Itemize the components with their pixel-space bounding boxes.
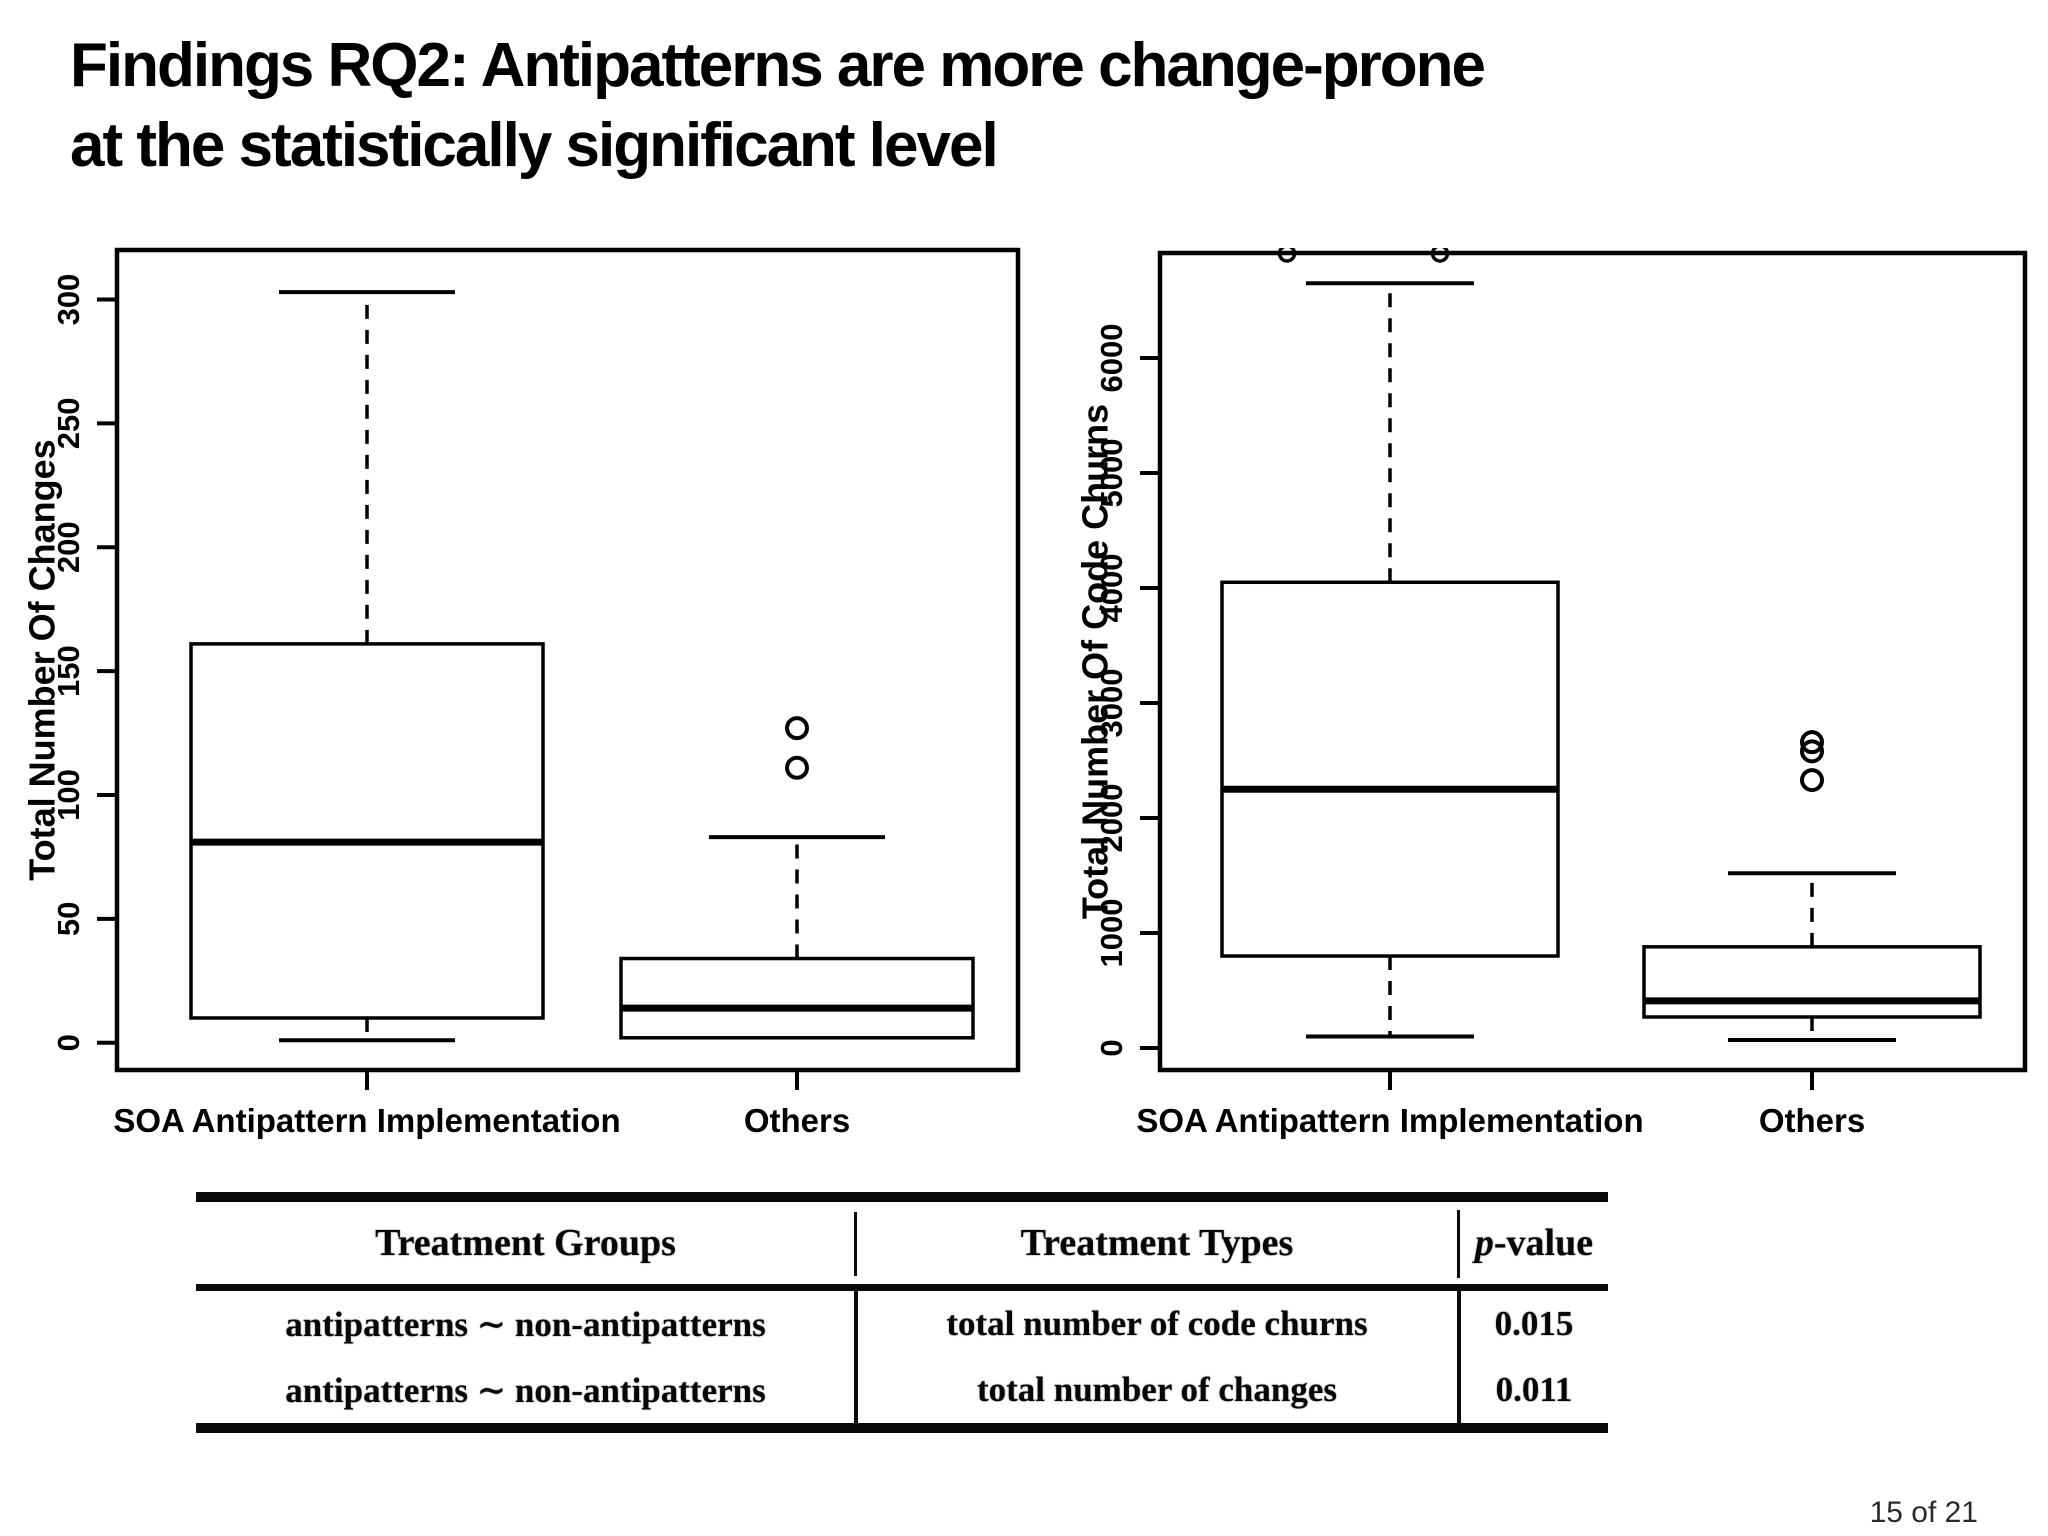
table-row-2-pvalue: 0.011	[1495, 1370, 1573, 1409]
table-row-1-type: total number of code churns	[946, 1304, 1368, 1343]
table-header-p-value: p -value	[1460, 1202, 1608, 1284]
changes-boxplot-box-others: Others	[619, 716, 975, 1139]
changes-boxplot-ytick-label: 200	[51, 521, 86, 573]
outlier-point	[785, 755, 809, 780]
table-header-treatment-types: Treatment Types	[1020, 1222, 1294, 1264]
table-top-rule	[196, 1192, 1608, 1202]
churns-boxplot-ytick-label: 6000	[1094, 324, 1129, 393]
title-line-2: at the statistically significant level	[70, 111, 999, 180]
iqr-box	[1642, 945, 1982, 1019]
changes-boxplot-ylabel: Total Number Of Changes	[22, 439, 63, 880]
title-line-1: Findings RQ2: Antipatterns are more chan…	[70, 31, 1486, 100]
changes-boxplot-ytick-label: 100	[51, 769, 86, 821]
iqr-box	[619, 956, 975, 1040]
table-header-separator-2	[1457, 1210, 1460, 1278]
churns-boxplot-ytick-label: 0	[1094, 1039, 1129, 1056]
outlier-point	[1800, 739, 1824, 764]
changes-boxplot: 0 50 100 150 200 250 300 Total Number Of Change…	[22, 247, 1021, 1139]
table-row-2-groups: antipatterns ∼ non-antipatterns	[285, 1370, 766, 1410]
churns-boxplot-ytick-label: 2000	[1094, 784, 1129, 853]
changes-boxplot-ytick-label: 0	[51, 1034, 86, 1051]
churns-boxplot-box-soa: SOA Antipattern Implementation	[1136, 248, 1644, 1139]
churns-boxplot-ytick-label: 3000	[1094, 669, 1129, 738]
changes-boxplot-ytick-label: 300	[51, 274, 86, 326]
outlier-point	[785, 716, 809, 741]
outlier-point	[1800, 768, 1824, 793]
table-row-2-type: total number of changes	[976, 1370, 1338, 1409]
churns-boxplot-category-label: SOA Antipattern Implementation	[1136, 1102, 1643, 1139]
p-italic: p	[1474, 1222, 1494, 1264]
changes-boxplot-ytick-label: 50	[51, 902, 86, 936]
iqr-box	[189, 642, 545, 1020]
churns-boxplot-category-label: Others	[1759, 1102, 1865, 1139]
table-header-separator-1	[854, 1212, 857, 1276]
table-row-1-pvalue: 0.015	[1494, 1304, 1574, 1343]
slide-title: Findings RQ2: Antipatterns are more chan…	[70, 26, 1970, 186]
table-body-separator-2	[1457, 1291, 1461, 1423]
table-mid-rule	[196, 1284, 1608, 1291]
churns-boxplot-ytick-label: 4000	[1094, 554, 1129, 623]
results-table: Treatment Groups Treatment Types p -value…	[196, 1192, 1608, 1433]
changes-boxplot-box-soa: SOA Antipattern Implementation	[113, 290, 621, 1139]
churns-boxplot-box-others: Others	[1642, 730, 1982, 1139]
churns-boxplot-border	[1157, 250, 2028, 1073]
churns-boxplot: 0 1000 2000 3000 4000 5000 6000 Total Number Of…	[1075, 248, 2028, 1139]
table-header-treatment-groups: Treatment Groups	[375, 1222, 676, 1264]
page-indicator: 15 of 21	[1869, 1496, 1978, 1529]
p-rest: -value	[1493, 1222, 1594, 1264]
changes-boxplot-ytick-label: 150	[51, 645, 86, 697]
churns-boxplot-ylabel: Total Number Of Code Churns	[1075, 404, 1116, 919]
outlier-point	[1800, 730, 1824, 755]
table-bottom-rule	[196, 1423, 1608, 1433]
changes-boxplot-category-label: SOA Antipattern Implementation	[113, 1102, 620, 1139]
table-row-1-groups: antipatterns ∼ non-antipatterns	[285, 1304, 766, 1344]
changes-boxplot-ytick-label: 250	[51, 398, 86, 450]
changes-boxplot-category-label: Others	[744, 1102, 850, 1139]
churns-boxplot-ytick-label: 1000	[1094, 899, 1129, 968]
churns-boxplot-ytick-label: 5000	[1094, 439, 1129, 508]
table-body-separator-1	[854, 1291, 858, 1423]
changes-boxplot-border	[114, 247, 1021, 1073]
iqr-box	[1220, 580, 1560, 958]
